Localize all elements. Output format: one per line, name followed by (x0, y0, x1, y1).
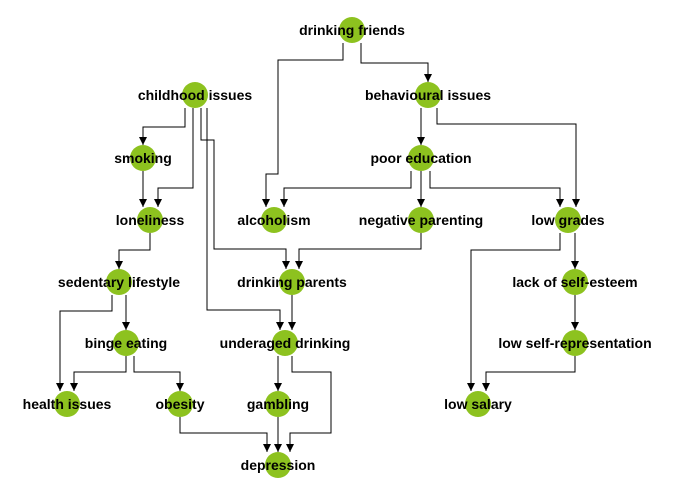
node-label-childhood-issues: childhood issues (138, 87, 253, 103)
node-label-underaged-drinking: underaged drinking (220, 335, 351, 351)
edge-low-self-representation-to-low-salary (482, 356, 576, 391)
node-label-alcoholism: alcoholism (237, 212, 310, 228)
node-binge-eating: binge eating (85, 330, 167, 356)
node-label-poor-education: poor education (370, 150, 471, 166)
node-circle-depression (265, 452, 291, 478)
node-label-behavioural-issues: behavioural issues (365, 87, 491, 103)
node-negative-parenting: negative parenting (359, 207, 483, 233)
node-label-loneliness: loneliness (116, 212, 185, 228)
node-circle-binge-eating (113, 330, 139, 356)
node-label-obesity: obesity (155, 396, 204, 412)
node-circle-low-grades (555, 207, 581, 233)
node-label-binge-eating: binge eating (85, 335, 167, 351)
edge-behavioural-issues-to-low-grades (436, 108, 580, 207)
node-label-lack-of-self-esteem: lack of self-esteem (512, 274, 637, 290)
node-sedentary-lifestyle: sedentary lifestyle (58, 269, 180, 295)
node-smoking: smoking (114, 145, 172, 171)
nodes-layer: drinking friends childhood issues behaviou… (23, 17, 652, 478)
edge-obesity-to-depression (179, 417, 271, 452)
node-circle-behavioural-issues (415, 82, 441, 108)
edge-childhood-issues-to-loneliness (154, 108, 194, 207)
node-label-low-salary: low salary (444, 396, 512, 412)
node-label-low-grades: low grades (531, 212, 604, 228)
node-circle-smoking (130, 145, 156, 171)
node-circle-gambling (265, 391, 291, 417)
edge-childhood-issues-to-underaged-drinking (206, 108, 284, 330)
node-circle-low-self-representation (562, 330, 588, 356)
node-label-smoking: smoking (114, 150, 172, 166)
edge-binge-eating-to-health-issues (70, 356, 127, 391)
node-circle-alcoholism (261, 207, 287, 233)
edge-childhood-issues-to-smoking (139, 108, 186, 145)
edge-binge-eating-to-obesity (133, 356, 184, 391)
edge-negative-parenting-to-drinking-parents (295, 233, 422, 269)
node-lack-of-self-esteem: lack of self-esteem (512, 269, 638, 295)
node-poor-education: poor education (370, 145, 472, 171)
node-loneliness: loneliness (116, 207, 185, 233)
edge-sedentary-lifestyle-to-health-issues (56, 295, 113, 391)
edge-drinking-friends-to-alcoholism (262, 43, 344, 207)
edge-low-grades-to-low-salary (467, 233, 561, 391)
node-gambling: gambling (247, 391, 309, 417)
node-underaged-drinking: underaged drinking (220, 330, 351, 356)
node-health-issues: health issues (23, 391, 112, 417)
edge-poor-education-to-low-grades (429, 171, 564, 207)
node-circle-loneliness (137, 207, 163, 233)
node-circle-childhood-issues (182, 82, 208, 108)
node-label-negative-parenting: negative parenting (359, 212, 483, 228)
edges-layer (56, 43, 580, 452)
node-circle-sedentary-lifestyle (106, 269, 132, 295)
node-drinking-parents: drinking parents (237, 269, 347, 295)
node-alcoholism: alcoholism (237, 207, 311, 233)
node-label-gambling: gambling (247, 396, 309, 412)
node-depression: depression (241, 452, 316, 478)
node-circle-negative-parenting (408, 207, 434, 233)
node-label-drinking-parents: drinking parents (237, 274, 347, 290)
node-circle-underaged-drinking (272, 330, 298, 356)
node-obesity: obesity (155, 391, 205, 417)
node-behavioural-issues: behavioural issues (365, 82, 491, 108)
edge-drinking-friends-to-behavioural-issues (360, 43, 432, 82)
node-circle-obesity (167, 391, 193, 417)
node-low-grades: low grades (531, 207, 605, 233)
node-childhood-issues: childhood issues (138, 82, 253, 108)
node-drinking-friends: drinking friends (299, 17, 405, 43)
node-circle-drinking-friends (339, 17, 365, 43)
edge-underaged-drinking-to-depression (286, 356, 332, 452)
node-label-sedentary-lifestyle: sedentary lifestyle (58, 274, 180, 290)
node-label-drinking-friends: drinking friends (299, 22, 405, 38)
node-label-health-issues: health issues (23, 396, 112, 412)
node-label-low-self-representation: low self-representation (498, 335, 651, 351)
node-low-salary: low salary (444, 391, 512, 417)
node-circle-health-issues (54, 391, 80, 417)
node-circle-poor-education (408, 145, 434, 171)
node-circle-drinking-parents (279, 269, 305, 295)
edge-poor-education-to-alcoholism (280, 171, 412, 207)
node-circle-lack-of-self-esteem (562, 269, 588, 295)
edge-childhood-issues-to-drinking-parents (200, 108, 290, 269)
node-circle-low-salary (465, 391, 491, 417)
node-label-depression: depression (241, 457, 316, 473)
edge-loneliness-to-sedentary-lifestyle (115, 233, 151, 269)
node-low-self-representation: low self-representation (498, 330, 652, 356)
